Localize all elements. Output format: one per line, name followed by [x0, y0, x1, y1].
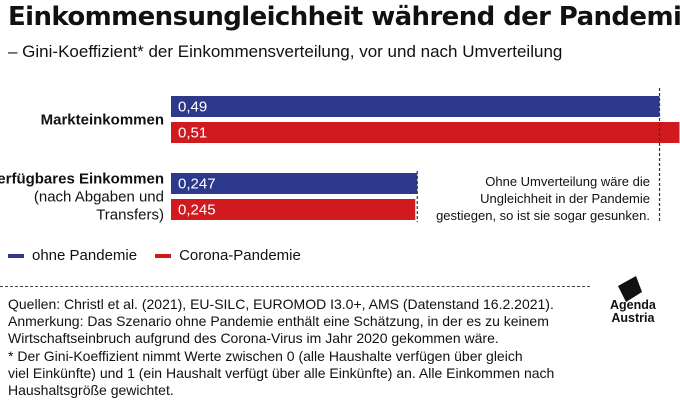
bars-layer	[171, 96, 680, 220]
legend: ohne Pandemie Corona-Pandemie	[8, 247, 301, 264]
note-gini-line-3: Haushaltsgröße gewichtet.	[8, 382, 174, 399]
annotation-line: Ungleichheit in der Pandemie	[480, 191, 650, 206]
category-label-markteinkommen: Markteinkommen	[41, 112, 164, 129]
legend-item-ohne-pandemie: ohne Pandemie	[8, 247, 137, 264]
bar-value-label: 0,51	[178, 125, 207, 142]
bar-verfügbares-einkommen-corona-pandemie	[171, 199, 416, 220]
footer-notes: Quellen: Christl et al. (2021), EU-SILC,…	[8, 296, 588, 399]
bar-value-label: 0,245	[178, 202, 216, 219]
legend-item-corona-pandemie: Corona-Pandemie	[155, 247, 301, 264]
legend-label-corona-pandemie: Corona-Pandemie	[179, 247, 301, 264]
legend-swatch-ohne-pandemie	[8, 253, 24, 258]
note-remark-line-2: Wirtschaftseinbruch aufgrund des Corona-…	[8, 330, 499, 347]
chart-title: Einkommensungleichheit während der Pande…	[8, 2, 680, 32]
logo-text-line-2: Austria	[611, 311, 655, 325]
footer-divider	[0, 286, 590, 287]
annotation-layer: Ohne Umverteilung wäre die Ungleichheit i…	[416, 88, 661, 223]
legend-label-ohne-pandemie: ohne Pandemie	[32, 247, 138, 264]
annotation-line: gestiegen, so ist sie sogar gesunken.	[436, 208, 650, 223]
category-sublabel: Transfers)	[96, 207, 164, 224]
legend-swatch-corona-pandemie	[155, 253, 172, 258]
bar-value-label: 0,49	[178, 99, 207, 116]
bar-verfügbares-einkommen-ohne-pandemie	[171, 173, 418, 194]
chart-subtitle: – Gini-Koeffizient* der Einkommensvertei…	[8, 42, 563, 61]
logo-text: Agenda Austria	[610, 299, 656, 325]
bar-markteinkommen-corona-pandemie	[171, 122, 680, 143]
labels-layer: 0,49 0,51 Markteinkommen 0,247 0,245 Verfügba…	[0, 99, 216, 224]
bar-markteinkommen-ohne-pandemie	[171, 96, 660, 117]
category-sublabel: (nach Abgaben und	[34, 189, 164, 206]
note-gini-line-2: viel Einkünfte) und 1 (ein Haushalt verf…	[8, 364, 555, 381]
note-sources: Quellen: Christl et al. (2021), EU-SILC,…	[8, 296, 554, 312]
bar-chart: 0,49 0,51 Markteinkommen 0,247 0,245 Verfügba…	[0, 88, 680, 224]
note-remark-line-1: Anmerkung: Das Szenario ohne Pandemie en…	[8, 313, 549, 330]
note-gini-line-1: * Der Gini-Koeffizient nimmt Werte zwisc…	[8, 347, 523, 364]
category-label-verfügbares-einkommen: Verfügbares Einkommen	[0, 171, 164, 188]
bar-value-label: 0,247	[178, 176, 216, 193]
annotation-line: Ohne Umverteilung wäre die	[485, 174, 650, 189]
agenda-austria-logo-icon	[618, 276, 642, 302]
logo-text-line-1: Agenda	[610, 298, 656, 312]
